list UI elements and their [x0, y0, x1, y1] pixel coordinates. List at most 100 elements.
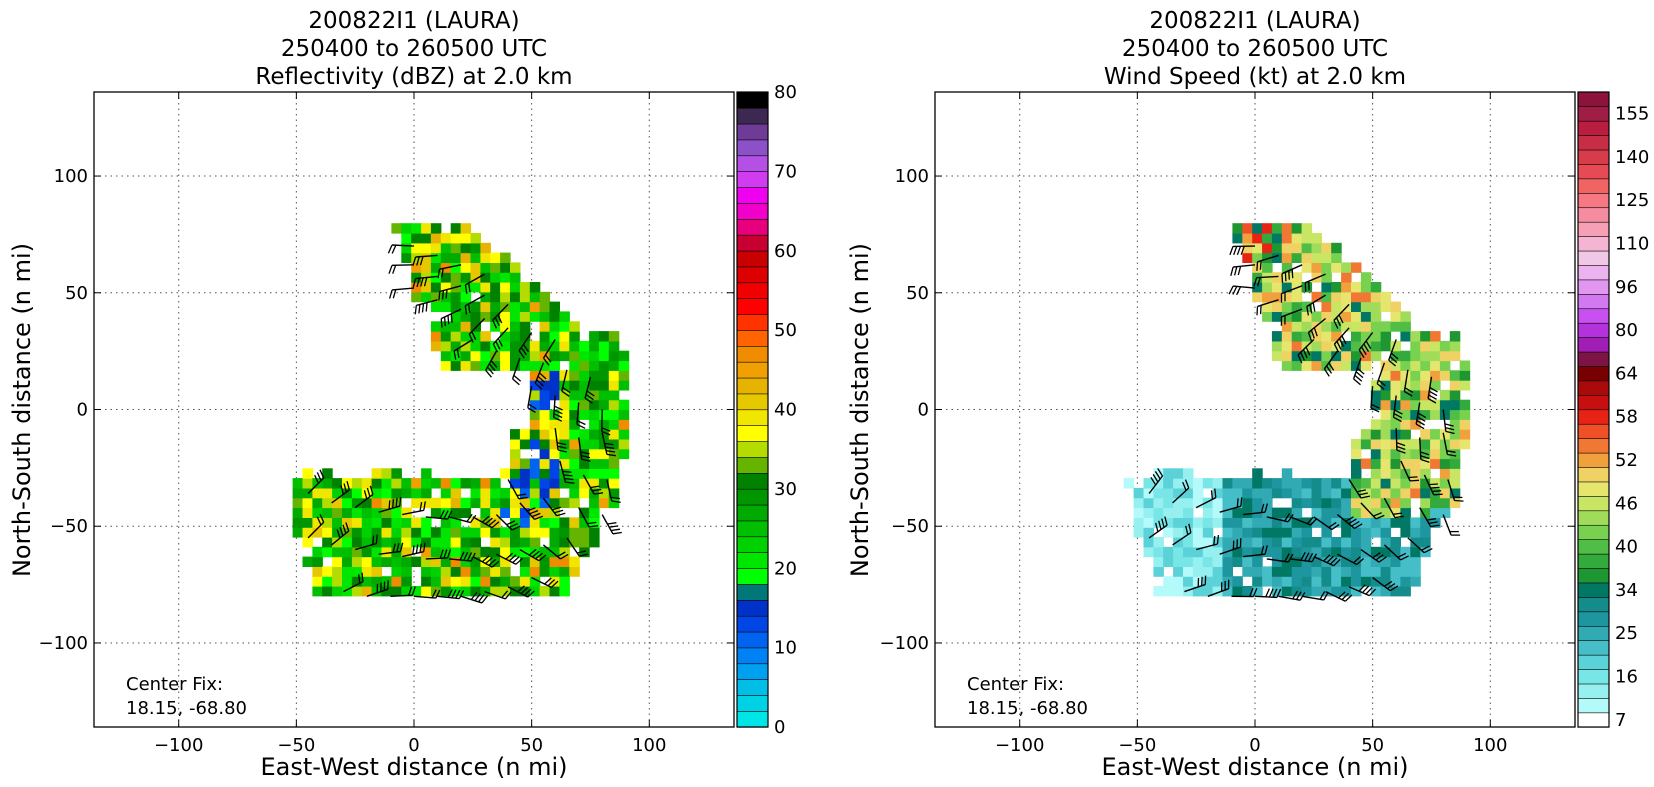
- field-cell: [579, 438, 590, 450]
- field-cell: [470, 233, 481, 244]
- field-cell: [460, 478, 472, 489]
- field-cell: [559, 556, 570, 567]
- field-cell: [430, 242, 442, 254]
- field-cell: [1301, 537, 1313, 548]
- field-cell: [351, 537, 363, 548]
- colorbar-segment: [736, 329, 769, 347]
- field-cell: [519, 468, 531, 479]
- field-cell: [529, 399, 541, 411]
- field-cell: [1262, 301, 1273, 312]
- field-cell: [539, 380, 551, 391]
- field-cell: [1331, 556, 1342, 567]
- wind-barb: [1184, 575, 1207, 593]
- field-cell: [1291, 360, 1303, 371]
- field-cell: [1370, 350, 1382, 362]
- field-cell: [332, 566, 343, 577]
- field-cell: [1341, 546, 1352, 558]
- field-cell: [1459, 370, 1471, 381]
- field-cell: [1281, 527, 1293, 538]
- field-cell: [1252, 566, 1263, 577]
- field-cell: [1301, 527, 1313, 538]
- field-cell: [579, 487, 590, 499]
- field-cell: [1291, 556, 1303, 567]
- field-cell: [480, 262, 491, 273]
- field-cell: [1252, 487, 1263, 499]
- field-cell: [1420, 399, 1431, 411]
- field-cell: [1351, 586, 1362, 597]
- field-cell: [1370, 301, 1382, 312]
- field-cell: [1400, 576, 1411, 587]
- wind-barb: [425, 510, 453, 520]
- field-cell: [559, 517, 570, 528]
- x-tick-label: 100: [632, 735, 666, 756]
- wind-barb: [1290, 516, 1318, 526]
- field-cell: [391, 517, 402, 528]
- wind-barb: [412, 275, 438, 288]
- field-cell: [510, 282, 521, 293]
- field-cell: [312, 566, 323, 577]
- field-cell: [618, 360, 630, 371]
- field-cell: [529, 576, 541, 587]
- field-cell: [1400, 517, 1411, 528]
- field-cell: [559, 321, 570, 332]
- field-cell: [539, 517, 551, 528]
- field-cell: [510, 301, 521, 312]
- field-cell: [1212, 576, 1224, 587]
- field-cell: [519, 517, 531, 528]
- field-cell: [1439, 448, 1451, 460]
- wind-barb: [1148, 516, 1168, 539]
- field-cell: [351, 478, 363, 489]
- wind-barb: [1231, 587, 1258, 598]
- chart-title-line-3: Wind Speed (kt) at 2.0 km: [1104, 64, 1406, 90]
- field-cell: [1331, 497, 1342, 509]
- field-cell: [1390, 399, 1401, 411]
- colorbar-segment: [1577, 322, 1610, 338]
- field-cell: [569, 468, 580, 479]
- field-cell: [1430, 429, 1441, 440]
- field-cell: [1439, 458, 1451, 469]
- field-cell: [1252, 242, 1263, 254]
- field-cell: [470, 272, 481, 283]
- field-cell: [440, 360, 452, 371]
- field-cell: [1222, 507, 1233, 518]
- wind-barb: [1423, 474, 1443, 496]
- field-cell: [1410, 399, 1421, 411]
- field-cell: [1400, 389, 1411, 401]
- field-cell: [1351, 321, 1362, 332]
- field-cell: [342, 497, 353, 509]
- field-cell: [1281, 507, 1293, 518]
- field-cell: [1331, 350, 1342, 362]
- wind-barb: [485, 350, 498, 378]
- field-cell: [549, 537, 560, 548]
- colorbar-segment: [1577, 654, 1610, 670]
- field-cell: [1410, 350, 1421, 362]
- field-cell: [332, 487, 343, 499]
- colorbar-segment: [1577, 712, 1610, 728]
- field-cell: [1400, 448, 1411, 460]
- field-cell: [1360, 556, 1372, 567]
- field-cell: [1252, 478, 1263, 489]
- wind-barb: [1400, 460, 1420, 482]
- field-cell: [589, 448, 600, 460]
- field-cell: [539, 311, 551, 322]
- field-cell: [421, 468, 432, 479]
- field-cell: [470, 566, 481, 577]
- field-cell: [1351, 291, 1362, 303]
- field-cell: [361, 527, 373, 538]
- field-cell: [1449, 340, 1461, 352]
- field-cell: [598, 478, 610, 489]
- field-cell: [1321, 262, 1332, 273]
- wind-barb: [1304, 273, 1326, 292]
- field-cell: [1360, 272, 1372, 283]
- field-cell: [401, 576, 412, 587]
- field-cell: [1271, 517, 1283, 528]
- field-cell: [549, 556, 560, 567]
- field-cell: [1360, 507, 1372, 518]
- field-cell: [589, 370, 600, 381]
- field-cell: [450, 497, 462, 509]
- field-cell: [450, 360, 462, 371]
- field-cell: [411, 282, 422, 293]
- field-cell: [549, 321, 560, 332]
- field-cell: [500, 566, 511, 577]
- wind-barb: [1297, 339, 1315, 364]
